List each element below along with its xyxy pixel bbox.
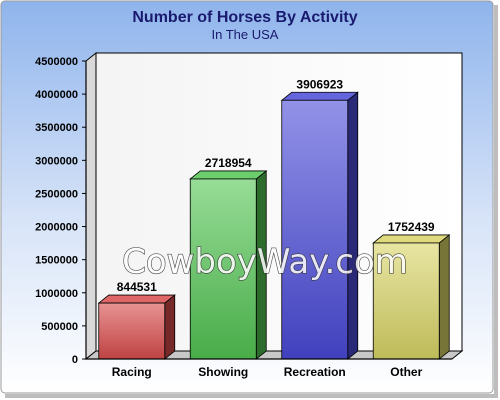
bar-top <box>189 170 268 180</box>
y-tick-label: 2000000 <box>35 222 78 234</box>
y-tick-label: 1500000 <box>35 255 78 267</box>
bar <box>189 178 257 360</box>
plot-area: 0 500000 1000000 1500000 2000000 2500000 30000… <box>35 51 464 379</box>
bar <box>98 302 166 360</box>
chart-subtitle: In The USA <box>212 27 279 42</box>
plot-left-wall <box>85 51 97 361</box>
x-tick-label: Showing <box>198 365 248 379</box>
bar-top <box>97 294 176 304</box>
frame-shadow <box>494 5 498 397</box>
bar-value-label: 2718954 <box>205 156 252 170</box>
y-tick-label: 2500000 <box>35 188 78 200</box>
bar <box>372 242 440 360</box>
frame-shadow-bottom <box>5 394 498 398</box>
y-tick-label: 3500000 <box>35 122 78 134</box>
watermark: CowboyWay.com <box>122 242 408 282</box>
y-tick-label: 4000000 <box>35 89 78 101</box>
bar-value-label: 844531 <box>117 280 157 294</box>
bar-side <box>438 234 450 360</box>
bar <box>281 99 349 360</box>
bar-side <box>347 91 359 360</box>
y-tick-label: 3000000 <box>35 155 78 167</box>
bar-side <box>164 294 176 360</box>
x-tick-label: Recreation <box>284 365 346 379</box>
y-tick-label: 0 <box>72 354 78 366</box>
y-tick-label: 4500000 <box>35 56 78 68</box>
chart-title: Number of Horses By Activity <box>132 9 357 26</box>
x-tick-label: Racing <box>112 365 152 379</box>
bar-value-label: 3906923 <box>296 77 343 91</box>
bar-value-label: 1752439 <box>388 220 435 234</box>
bar-top <box>280 91 359 101</box>
y-tick-label: 500000 <box>41 321 78 333</box>
y-tick-label: 1000000 <box>35 288 78 300</box>
x-tick-label: Other <box>390 365 422 379</box>
